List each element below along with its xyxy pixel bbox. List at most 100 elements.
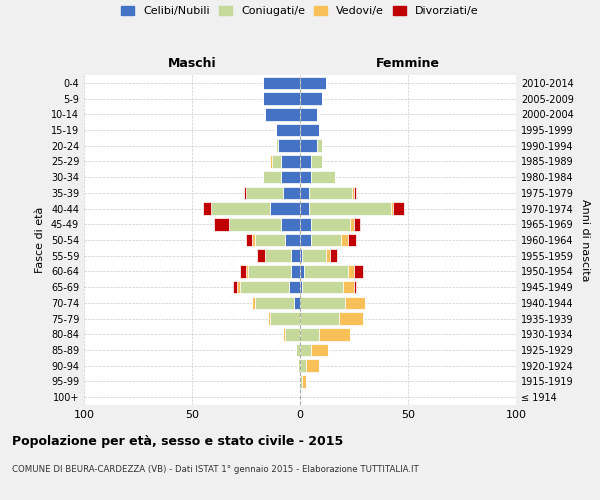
Text: Maschi: Maschi <box>167 57 217 70</box>
Bar <box>283 328 285 340</box>
Bar <box>307 360 319 372</box>
Bar <box>300 186 308 199</box>
Bar <box>300 202 308 215</box>
Bar <box>292 265 300 278</box>
Bar <box>339 312 362 325</box>
Bar <box>330 250 337 262</box>
Bar <box>298 360 300 372</box>
Bar <box>246 186 283 199</box>
Bar <box>304 265 347 278</box>
Bar <box>253 234 254 246</box>
Bar <box>296 344 300 356</box>
Bar <box>354 265 362 278</box>
Bar <box>270 155 272 168</box>
Bar <box>311 234 341 246</box>
Bar <box>300 155 311 168</box>
Bar <box>211 202 270 215</box>
Bar <box>246 234 253 246</box>
Bar <box>246 265 248 278</box>
Bar <box>281 218 300 230</box>
Bar <box>239 281 289 293</box>
Bar <box>292 250 300 262</box>
Bar <box>233 281 238 293</box>
Bar <box>311 218 350 230</box>
Text: Femmine: Femmine <box>376 57 440 70</box>
Bar <box>300 108 317 120</box>
Bar <box>308 186 352 199</box>
Bar <box>265 250 292 262</box>
Bar <box>319 328 350 340</box>
Bar <box>300 344 311 356</box>
Bar <box>352 186 354 199</box>
Bar <box>254 234 285 246</box>
Bar <box>347 265 354 278</box>
Bar <box>285 234 300 246</box>
Bar <box>203 202 211 215</box>
Bar <box>270 202 300 215</box>
Bar <box>302 250 326 262</box>
Bar <box>253 296 254 309</box>
Bar <box>302 281 343 293</box>
Bar <box>254 296 293 309</box>
Bar <box>302 375 307 388</box>
Bar <box>347 234 356 246</box>
Text: Popolazione per età, sesso e stato civile - 2015: Popolazione per età, sesso e stato civil… <box>12 435 343 448</box>
Bar <box>276 140 278 152</box>
Bar <box>300 375 302 388</box>
Bar <box>265 108 300 120</box>
Bar <box>300 312 339 325</box>
Bar <box>263 76 300 89</box>
Bar <box>285 328 300 340</box>
Y-axis label: Anni di nascita: Anni di nascita <box>580 198 590 281</box>
Bar <box>281 171 300 183</box>
Text: COMUNE DI BEURA-CARDEZZA (VB) - Dati ISTAT 1° gennaio 2015 - Elaborazione TUTTIT: COMUNE DI BEURA-CARDEZZA (VB) - Dati IST… <box>12 465 419 474</box>
Bar <box>311 155 322 168</box>
Bar <box>343 281 354 293</box>
Bar <box>311 171 335 183</box>
Bar <box>393 202 404 215</box>
Bar <box>263 171 281 183</box>
Bar <box>272 155 281 168</box>
Bar <box>300 124 319 136</box>
Bar <box>300 171 311 183</box>
Bar <box>300 218 311 230</box>
Bar <box>300 265 304 278</box>
Bar <box>238 281 239 293</box>
Bar <box>278 140 300 152</box>
Bar <box>354 218 361 230</box>
Bar <box>341 234 347 246</box>
Y-axis label: Fasce di età: Fasce di età <box>35 207 45 273</box>
Bar <box>326 250 330 262</box>
Bar <box>308 202 391 215</box>
Bar <box>300 250 302 262</box>
Bar <box>268 312 270 325</box>
Bar <box>354 281 356 293</box>
Bar <box>300 296 346 309</box>
Bar <box>214 218 229 230</box>
Bar <box>354 186 356 199</box>
Bar <box>350 218 354 230</box>
Bar <box>311 344 328 356</box>
Bar <box>300 76 326 89</box>
Bar <box>270 312 300 325</box>
Bar <box>293 296 300 309</box>
Bar <box>281 155 300 168</box>
Bar <box>346 296 365 309</box>
Bar <box>257 250 265 262</box>
Bar <box>244 186 246 199</box>
Bar <box>300 360 307 372</box>
Bar <box>300 328 319 340</box>
Bar <box>391 202 393 215</box>
Bar <box>300 92 322 105</box>
Bar <box>276 124 300 136</box>
Bar <box>317 140 322 152</box>
Legend: Celibi/Nubili, Coniugati/e, Vedovi/e, Divorziati/e: Celibi/Nubili, Coniugati/e, Vedovi/e, Di… <box>121 6 479 16</box>
Bar <box>229 218 281 230</box>
Bar <box>289 281 300 293</box>
Bar <box>300 140 317 152</box>
Bar <box>248 265 292 278</box>
Bar <box>283 186 300 199</box>
Bar <box>300 234 311 246</box>
Bar <box>300 281 302 293</box>
Bar <box>263 92 300 105</box>
